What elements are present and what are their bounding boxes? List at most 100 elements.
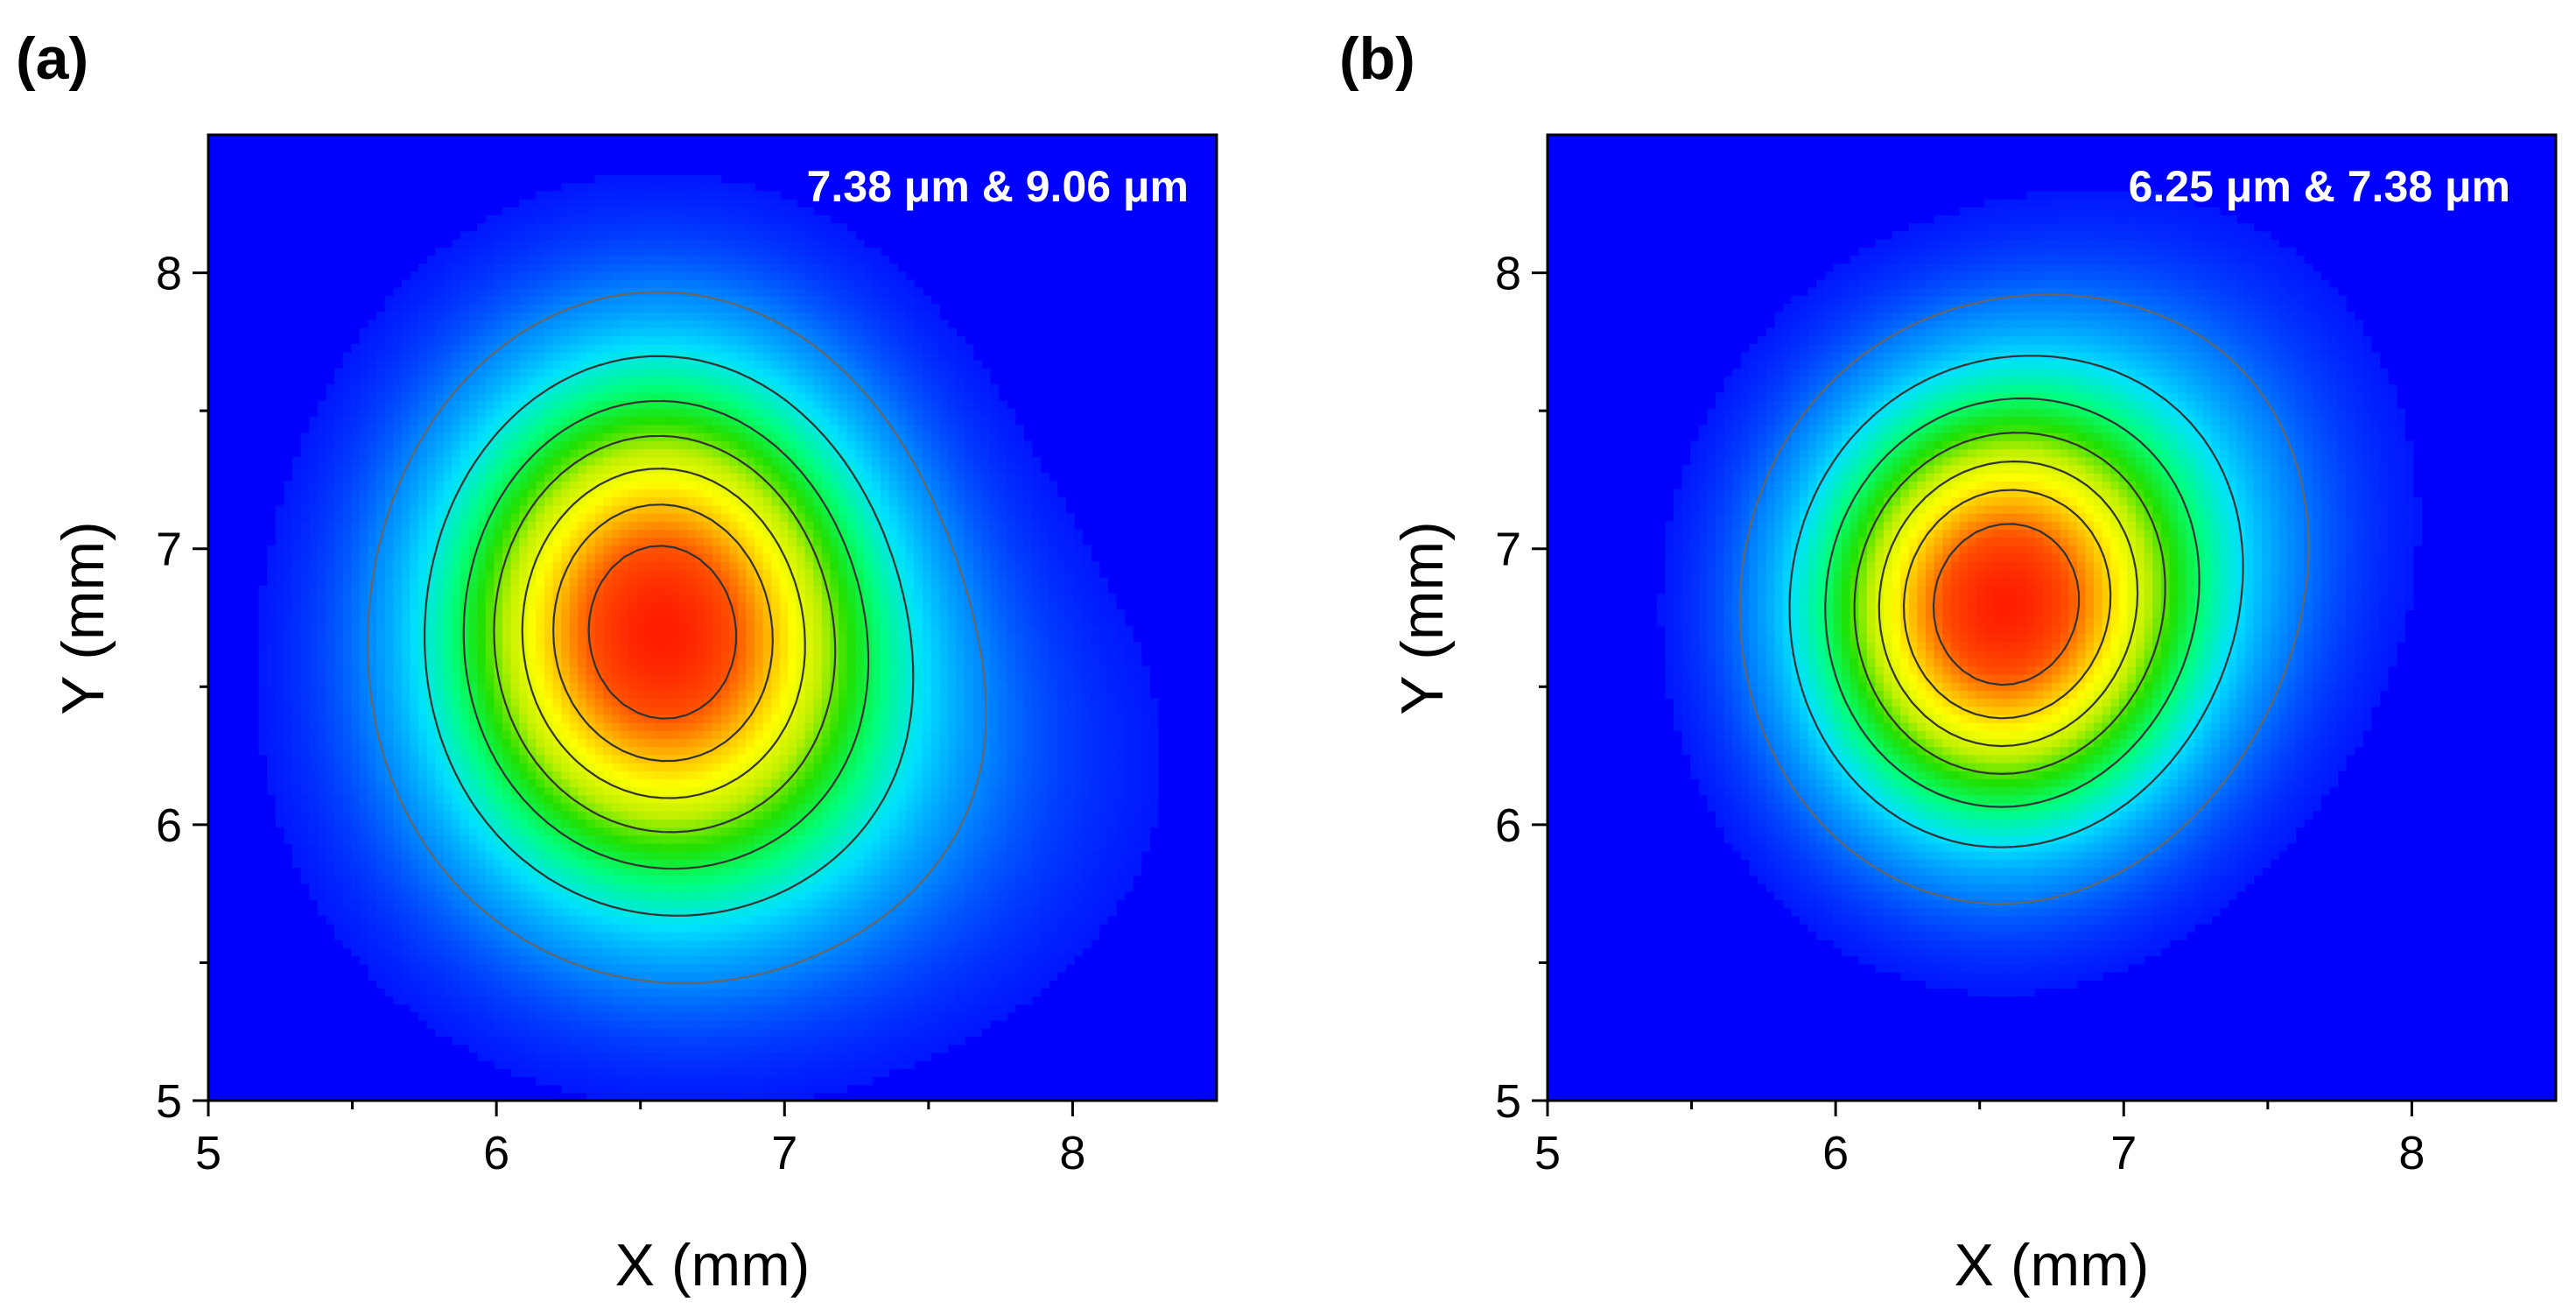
heatmap-cell bbox=[687, 859, 697, 869]
heatmap-cell bbox=[653, 1052, 663, 1061]
heatmap-cell bbox=[342, 650, 352, 659]
heatmap-cell bbox=[586, 811, 596, 820]
heatmap-cell bbox=[418, 730, 428, 740]
heatmap-cell bbox=[502, 456, 512, 466]
heatmap-cell bbox=[653, 304, 663, 313]
heatmap-cell bbox=[636, 602, 646, 611]
heatmap-cell bbox=[494, 481, 503, 490]
heatmap-cell bbox=[594, 440, 604, 450]
heatmap-cell bbox=[468, 504, 478, 514]
heatmap-cell bbox=[620, 320, 629, 329]
heatmap-cell bbox=[477, 778, 487, 788]
heatmap-cell bbox=[477, 851, 487, 860]
heatmap-cell bbox=[410, 931, 419, 940]
heatmap-cell bbox=[620, 980, 629, 989]
heatmap-cell bbox=[359, 343, 369, 353]
heatmap-cell bbox=[552, 1076, 562, 1086]
heatmap-cell bbox=[611, 673, 621, 683]
heatmap-cell bbox=[603, 883, 613, 892]
heatmap-cell bbox=[401, 392, 411, 402]
heatmap-cell bbox=[578, 561, 587, 571]
heatmap-cell bbox=[695, 585, 705, 595]
heatmap-cell bbox=[468, 433, 478, 441]
heatmap-cell bbox=[536, 577, 545, 587]
heatmap-cell bbox=[704, 988, 713, 997]
heatmap-cell bbox=[653, 658, 663, 667]
heatmap-cell bbox=[410, 794, 419, 804]
heatmap-cell bbox=[636, 842, 646, 852]
heatmap-cell bbox=[410, 343, 419, 353]
heatmap-cell bbox=[275, 552, 285, 562]
heatmap-cell bbox=[611, 448, 621, 458]
heatmap-cell bbox=[452, 875, 461, 884]
heatmap-cell bbox=[569, 335, 579, 345]
heatmap-cell bbox=[578, 215, 587, 224]
heatmap-cell bbox=[544, 239, 554, 249]
heatmap-cell bbox=[670, 811, 680, 820]
heatmap-cell bbox=[678, 673, 688, 683]
heatmap-cell bbox=[452, 617, 461, 627]
heatmap-cell bbox=[636, 1068, 646, 1078]
heatmap-cell bbox=[452, 907, 461, 917]
heatmap-cell bbox=[527, 352, 537, 362]
heatmap-cell bbox=[502, 771, 512, 780]
heatmap-cell bbox=[275, 706, 285, 715]
heatmap-cell bbox=[410, 416, 419, 426]
heatmap-cell bbox=[368, 625, 377, 635]
heatmap-cell bbox=[620, 1020, 629, 1029]
heatmap-cell bbox=[309, 496, 319, 506]
heatmap-cell bbox=[678, 191, 688, 201]
heatmap-cell bbox=[569, 295, 579, 305]
heatmap-cell bbox=[687, 625, 697, 635]
heatmap-cell bbox=[561, 899, 571, 909]
heatmap-cell bbox=[452, 819, 461, 828]
heatmap-cell bbox=[628, 424, 638, 433]
heatmap-cell bbox=[569, 947, 579, 957]
heatmap-cell bbox=[485, 295, 495, 305]
heatmap-cell bbox=[603, 247, 613, 257]
heatmap-cell bbox=[426, 376, 436, 385]
heatmap-cell bbox=[536, 963, 545, 973]
heatmap-cell bbox=[636, 714, 646, 723]
heatmap-cell bbox=[594, 786, 604, 796]
heatmap-cell bbox=[552, 875, 562, 884]
heatmap-cell bbox=[267, 714, 277, 723]
heatmap-cell bbox=[410, 561, 419, 571]
heatmap-cell bbox=[393, 521, 403, 531]
heatmap-cell bbox=[435, 988, 445, 997]
heatmap-cell bbox=[527, 746, 537, 756]
heatmap-cell bbox=[569, 988, 579, 997]
heatmap-cell bbox=[443, 424, 453, 433]
heatmap-cell bbox=[401, 633, 411, 643]
heatmap-cell bbox=[662, 1068, 671, 1078]
heatmap-cell bbox=[653, 231, 663, 241]
heatmap-cell bbox=[477, 907, 487, 917]
heatmap-cell bbox=[527, 456, 537, 466]
heatmap-cell bbox=[687, 440, 697, 450]
heatmap-cell bbox=[452, 650, 461, 659]
heatmap-cell bbox=[351, 464, 361, 474]
heatmap-cell bbox=[326, 721, 335, 731]
heatmap-cell bbox=[510, 633, 520, 643]
heatmap-cell bbox=[342, 545, 352, 554]
heatmap-cell bbox=[351, 537, 361, 546]
heatmap-cell bbox=[536, 585, 545, 595]
heatmap-cell bbox=[527, 794, 537, 804]
heatmap-cell bbox=[368, 392, 377, 402]
heatmap-cell bbox=[435, 746, 445, 756]
heatmap-cell bbox=[678, 883, 688, 892]
heatmap-cell bbox=[611, 223, 621, 232]
heatmap-cell bbox=[552, 585, 562, 595]
heatmap-cell bbox=[594, 690, 604, 700]
heatmap-cell bbox=[485, 416, 495, 426]
heatmap-cell bbox=[317, 665, 327, 675]
heatmap-cell bbox=[460, 754, 470, 764]
heatmap-cell bbox=[687, 867, 697, 876]
heatmap-cell bbox=[435, 561, 445, 571]
heatmap-cell bbox=[460, 335, 470, 345]
heatmap-cell bbox=[569, 907, 579, 917]
heatmap-cell bbox=[569, 183, 579, 193]
heatmap-cell bbox=[645, 690, 655, 700]
heatmap-cell bbox=[603, 545, 613, 554]
heatmap-cell bbox=[502, 408, 512, 418]
